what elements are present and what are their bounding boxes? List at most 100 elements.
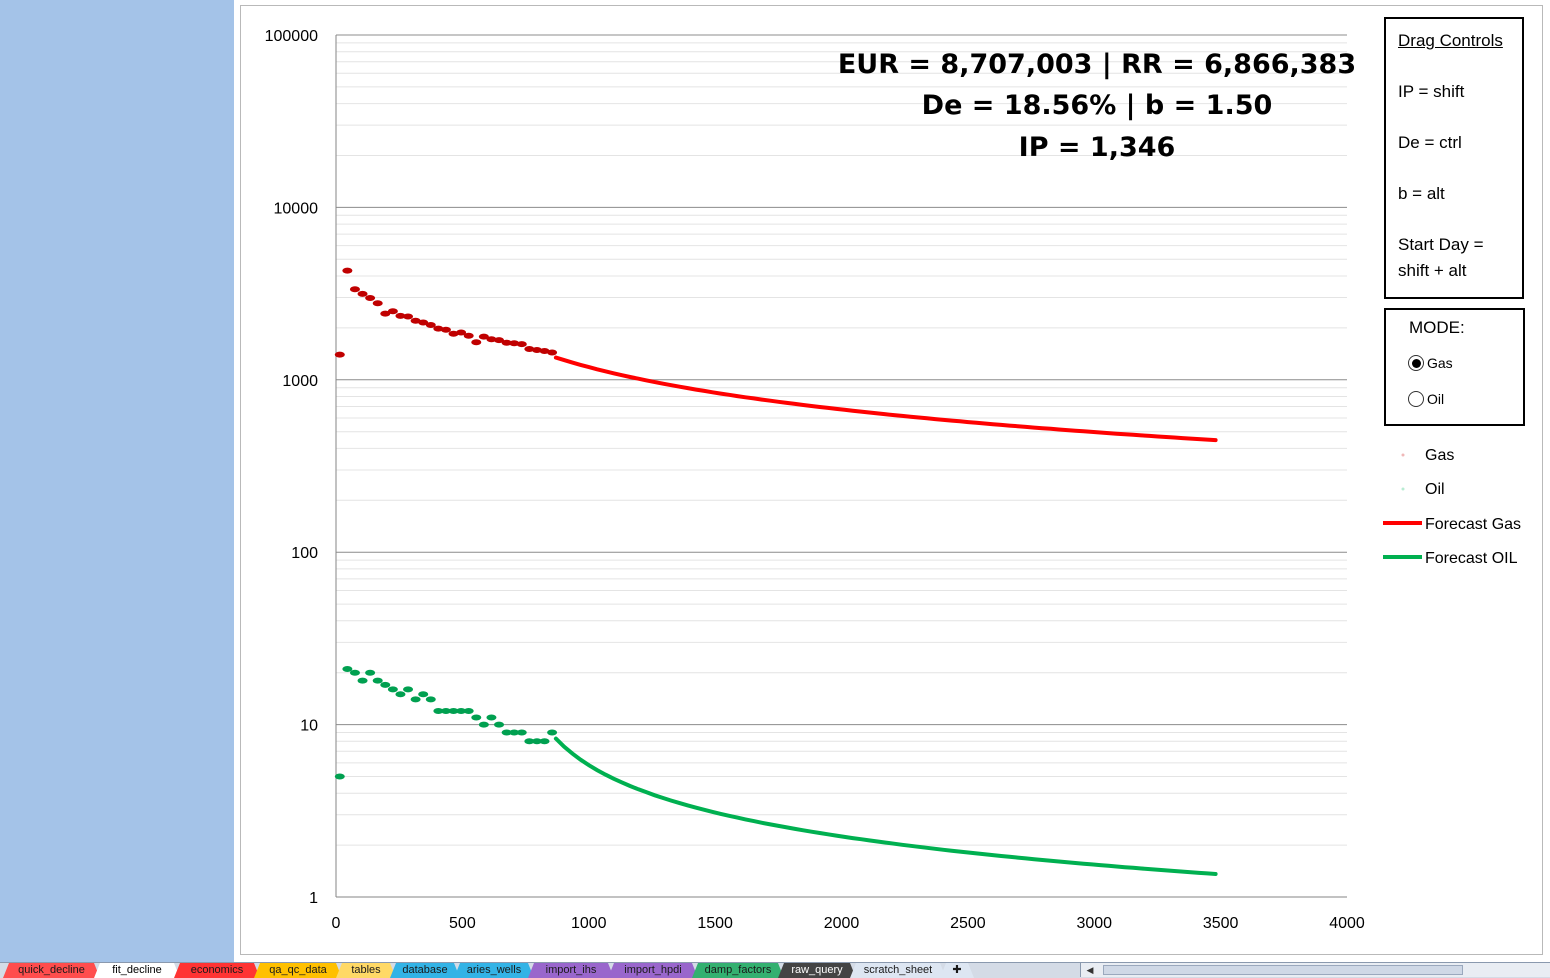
forecast-gas-line [553, 355, 1218, 443]
gas-point [531, 346, 542, 353]
sheet-tab-scratch-sheet[interactable]: scratch_sheet [850, 963, 946, 978]
gas-point [418, 319, 429, 326]
control-b: b = alt [1398, 184, 1445, 203]
y-tick-labels: 1 10 100 1000 10000 100000 [265, 28, 318, 907]
stats-eur-rr: EUR = 8,707,003 | RR = 6,866,383 [838, 49, 1356, 80]
oil-point [494, 721, 505, 728]
forecast-oil-line [553, 736, 1218, 876]
oil-point [418, 691, 429, 698]
x-tick-labels: 0 500 1000 1500 2000 2500 3000 3500 4000 [332, 915, 1365, 932]
gas-point [547, 349, 558, 356]
sheet-tab-fit-decline[interactable]: fit_decline [94, 963, 180, 978]
oil-point [349, 669, 360, 676]
gas-point [433, 325, 444, 332]
y-tick-label: 100000 [265, 28, 318, 45]
radio-unselected-icon[interactable] [1408, 391, 1424, 407]
left-panel [0, 0, 234, 962]
stats-ip: IP = 1,346 [1019, 132, 1176, 163]
oil-point [486, 714, 497, 721]
mode-oil-label: Oil [1427, 391, 1445, 407]
gas-point [372, 300, 383, 307]
sheet-tab-import-ihs[interactable]: import_ihs [528, 963, 614, 978]
y-tick-label: 1 [309, 890, 318, 907]
legend-forecast-oil-label: Forecast OIL [1425, 550, 1518, 567]
stats-de-b: De = 18.56% | b = 1.50 [922, 90, 1273, 121]
oil-point [478, 721, 489, 728]
drag-controls-box: Drag Controls IP = shift De = ctrl b = a… [1384, 17, 1524, 299]
oil-point [516, 729, 527, 736]
oil-point [471, 714, 482, 721]
x-tick-label: 0 [332, 915, 341, 932]
gas-point [334, 351, 345, 358]
mode-radio-oil[interactable]: Oil [1408, 391, 1444, 407]
gas-point [395, 312, 406, 319]
oil-point [448, 707, 459, 714]
series-layer [334, 267, 1218, 876]
sheet-tab-tables[interactable]: tables [336, 963, 396, 978]
y-tick-label: 10 [300, 718, 318, 735]
oil-point [425, 696, 436, 703]
sheet-tab-quick-decline[interactable]: quick_decline [3, 963, 100, 978]
gas-point [478, 333, 489, 340]
oil-point [440, 707, 451, 714]
gas-point [357, 290, 368, 297]
mode-gas-label: Gas [1427, 355, 1453, 371]
control-start-day-2: shift + alt [1398, 261, 1467, 280]
chart-frame[interactable] [240, 5, 1543, 955]
gas-point [365, 295, 376, 302]
x-tick-label: 4000 [1329, 915, 1365, 932]
oil-point [395, 691, 406, 698]
horizontal-scrollbar[interactable]: ◀ [1080, 963, 1550, 977]
radio-selected-icon[interactable] [1408, 355, 1424, 371]
sheet-tab-damp-factors[interactable]: damp_factors [692, 963, 784, 978]
gas-point [349, 286, 360, 293]
oil-point [365, 669, 376, 676]
gas-point [387, 308, 398, 315]
gas-point [448, 330, 459, 337]
sheet-tab-raw-query[interactable]: raw_query [778, 963, 856, 978]
oil-point [372, 677, 383, 684]
drag-controls-title: Drag Controls [1398, 31, 1503, 50]
x-tick-label: 2000 [824, 915, 860, 932]
oil-point [357, 677, 368, 684]
sheet-tab-economics[interactable]: economics [174, 963, 260, 978]
oil-point [539, 738, 550, 745]
insert-sheet-icon[interactable]: ✚ [940, 963, 974, 978]
oil-point [547, 729, 558, 736]
gas-point [342, 267, 353, 274]
gas-point [501, 339, 512, 346]
gas-point [524, 345, 535, 352]
control-start-day-1: Start Day = [1398, 235, 1484, 254]
sheet-tab-qa-qc-data[interactable]: qa_qc_data [254, 963, 342, 978]
gas-point [494, 337, 505, 344]
control-de: De = ctrl [1398, 133, 1462, 152]
gas-point [425, 321, 436, 328]
scroll-thumb[interactable] [1103, 965, 1463, 975]
legend-gas-label: Gas [1425, 447, 1454, 464]
mode-box: MODE: Gas Oil [1384, 308, 1525, 426]
major-gridlines [336, 34, 1347, 898]
legend: Gas Oil Forecast Gas Forecast OIL [1383, 447, 1521, 567]
gas-point [539, 347, 550, 354]
gas-point [516, 341, 527, 348]
sheet-tab-aries-wells[interactable]: aries_wells [454, 963, 534, 978]
oil-point [334, 773, 345, 780]
control-ip: IP = shift [1398, 82, 1465, 101]
oil-point [524, 738, 535, 745]
oil-point [403, 686, 414, 693]
mode-radio-gas[interactable]: Gas [1408, 355, 1453, 371]
scroll-left-icon[interactable]: ◀ [1086, 965, 1094, 975]
oil-point [531, 738, 542, 745]
sheet-tab-import-hpdi[interactable]: import_hpdi [608, 963, 698, 978]
minor-gridlines [336, 42, 1347, 846]
oil-point [387, 686, 398, 693]
sheet-tab-database[interactable]: database [390, 963, 460, 978]
gas-point [440, 326, 451, 333]
gas-point [410, 317, 421, 324]
x-tick-label: 2500 [950, 915, 986, 932]
oil-point [501, 729, 512, 736]
x-tick-label: 500 [449, 915, 476, 932]
legend-forecast-gas-label: Forecast Gas [1425, 516, 1521, 533]
oil-point [380, 681, 391, 688]
